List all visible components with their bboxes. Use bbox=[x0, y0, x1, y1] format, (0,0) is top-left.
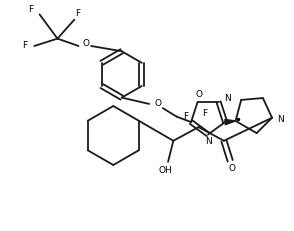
Text: N: N bbox=[224, 94, 230, 103]
Polygon shape bbox=[225, 119, 235, 125]
Text: N: N bbox=[277, 115, 284, 124]
Text: F: F bbox=[202, 109, 208, 118]
Text: OH: OH bbox=[158, 166, 172, 175]
Text: F: F bbox=[75, 9, 80, 18]
Text: O: O bbox=[195, 90, 202, 99]
Text: O: O bbox=[154, 99, 161, 108]
Text: F: F bbox=[183, 112, 188, 121]
Text: N: N bbox=[205, 137, 211, 146]
Text: F: F bbox=[29, 5, 34, 14]
Text: F: F bbox=[22, 42, 27, 51]
Text: O: O bbox=[82, 39, 89, 48]
Text: O: O bbox=[229, 164, 236, 173]
